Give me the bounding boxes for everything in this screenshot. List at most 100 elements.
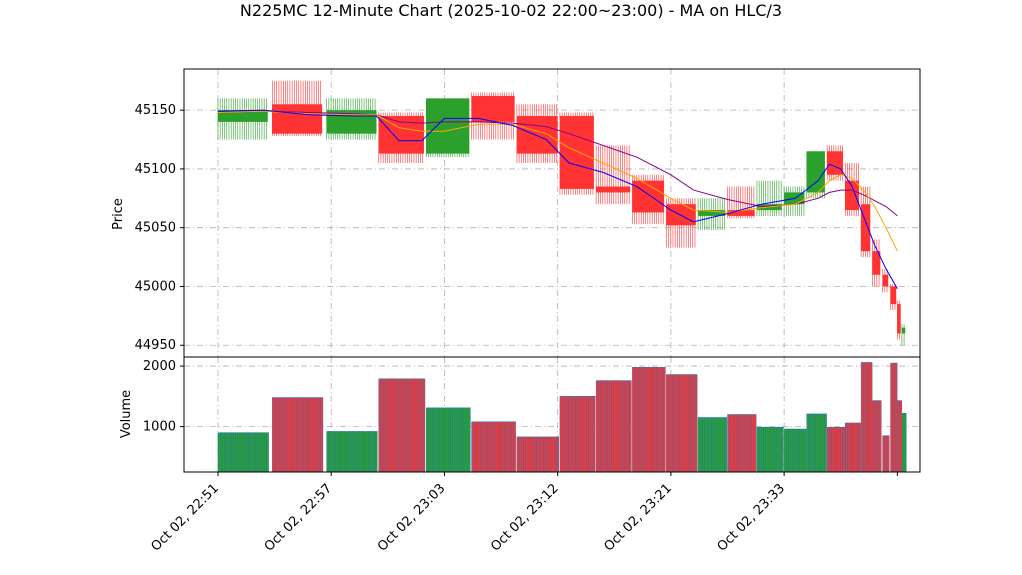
volume-bar-segment: [819, 413, 823, 473]
volume-bar-segment: [473, 421, 477, 473]
volume-bar-segment: [780, 426, 784, 473]
volume-bar-segment: [477, 421, 481, 473]
volume-bar: [326, 431, 378, 473]
volume-bar-segment: [713, 417, 716, 473]
volume-bar-segment: [499, 421, 503, 473]
volume-bar-segment: [316, 397, 319, 473]
volume-bar-segment: [291, 397, 295, 473]
volume-bar-segment: [842, 426, 846, 473]
volume-bar-segment: [731, 414, 735, 473]
volume-bar-segment: [411, 378, 415, 473]
candle-body: [872, 251, 881, 275]
candle: [217, 98, 268, 140]
volume-bar: [727, 414, 757, 473]
volume-bar-segment: [252, 432, 256, 473]
volume-bar-segment: [452, 407, 456, 473]
volume-bar-segment: [445, 407, 449, 473]
volume-bar-segment: [617, 380, 621, 473]
x-tick-label: Oct 02, 23:21: [601, 481, 674, 554]
volume-bar-segment: [611, 380, 615, 473]
volume-bar-segment: [640, 367, 644, 473]
candle: [890, 284, 897, 310]
x-tick-label: Oct 02, 23:12: [488, 481, 561, 554]
volume-bar-segment: [350, 431, 354, 473]
volume-bar-segment: [355, 431, 358, 473]
volume-bar-segment: [632, 367, 635, 473]
volume-bar-segment: [595, 380, 599, 473]
volume-bar-segment: [393, 378, 397, 473]
candle-body: [882, 274, 889, 287]
volume-bar-segment: [863, 362, 866, 473]
volume-bar-segment: [647, 367, 651, 473]
volume-bar-segment: [706, 417, 710, 473]
chart-title: N225MC 12-Minute Chart (2025-10-02 22:00…: [240, 1, 782, 20]
candle: [272, 80, 323, 137]
volume-bar-segment: [257, 432, 261, 473]
volume-bar-segment: [572, 396, 576, 473]
volume-bar-segment: [484, 421, 488, 473]
volume-bar-segment: [882, 435, 886, 473]
volume-bar-segment: [856, 422, 859, 473]
volume-bar-segment: [534, 436, 537, 473]
volume-bar-segment: [901, 413, 905, 473]
volume-bar-segment: [620, 380, 623, 473]
volume-bar-segment: [547, 436, 551, 473]
candle-body: [845, 180, 859, 211]
volume-bar-segment: [865, 362, 868, 473]
volume-bar-segment: [833, 426, 837, 473]
candle-body: [698, 210, 726, 216]
volume-bar-segment: [831, 426, 835, 473]
volume-bar-segment: [556, 436, 559, 473]
volume-bar: [901, 413, 907, 473]
volume-bar-segment: [679, 374, 683, 473]
volume-bar-segment: [628, 380, 632, 473]
volume-bar-segment: [622, 380, 626, 473]
volume-bar-segment: [592, 396, 596, 473]
volume-bar-segment: [241, 432, 245, 473]
volume-bar-segment: [559, 396, 563, 473]
volume-bar-segment: [577, 396, 580, 473]
volume-bar-segment: [697, 417, 701, 473]
volume-bar-segment: [407, 378, 410, 473]
candle: [595, 145, 631, 205]
volume-axis-label: Volume: [119, 390, 134, 438]
ma-mid-line: [217, 110, 898, 252]
price-tick-label: 45050: [135, 221, 176, 236]
volume-bar-segment: [415, 378, 419, 473]
volume-bar-segment: [615, 380, 619, 473]
volume-bar-segment: [493, 421, 497, 473]
volume-bar-segment: [266, 432, 269, 473]
volume-bar-segment: [763, 426, 766, 473]
volume-bar-segment: [724, 417, 727, 473]
volume-bar-segment: [471, 421, 475, 473]
volume-bar-segment: [727, 414, 730, 473]
volume-bar-segment: [749, 414, 752, 473]
volume-bar-segment: [352, 431, 356, 473]
ma-short-line: [217, 109, 898, 290]
volume-bar-segment: [890, 362, 894, 473]
volume-bar-segment: [872, 400, 875, 473]
volume-bar-segment: [370, 431, 374, 473]
volume-bar-segment: [545, 436, 548, 473]
candle-body: [559, 116, 594, 189]
volume-bar-segment: [318, 397, 321, 473]
candle-body: [897, 304, 901, 334]
volume-bar-segment: [662, 367, 666, 473]
volume-bar-segment: [849, 422, 853, 473]
volume-bar-segment: [874, 400, 878, 473]
volume-bar: [756, 426, 784, 473]
volume-bar-segment: [333, 431, 336, 473]
volume-bar: [217, 432, 269, 473]
volume-bar-segment: [554, 436, 557, 473]
volume-tick-label: 1000: [143, 420, 176, 435]
volume-bar-segment: [482, 421, 486, 473]
volume-bar-segment: [233, 432, 236, 473]
volume-bar-segment: [851, 422, 855, 473]
volume-bar: [697, 417, 727, 473]
volume-bar-segment: [736, 414, 739, 473]
volume-bar-segment: [894, 362, 898, 473]
volume-bar-segment: [387, 378, 391, 473]
volume-bar-segment: [510, 421, 514, 473]
volume-bar-segment: [634, 367, 638, 473]
volume-bar-segment: [803, 428, 807, 473]
